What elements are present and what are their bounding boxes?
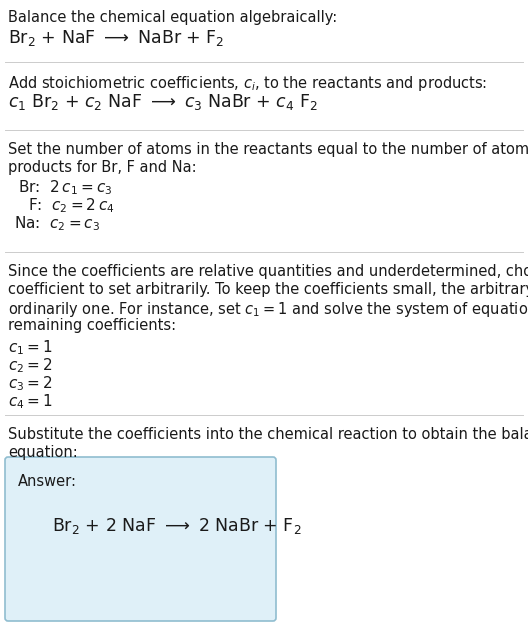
Text: products for Br, F and Na:: products for Br, F and Na: bbox=[8, 160, 196, 175]
Text: Since the coefficients are relative quantities and underdetermined, choose a: Since the coefficients are relative quan… bbox=[8, 264, 528, 279]
Text: ordinarily one. For instance, set $c_1 = 1$ and solve the system of equations fo: ordinarily one. For instance, set $c_1 =… bbox=[8, 300, 528, 319]
Text: $c_1 = 1$: $c_1 = 1$ bbox=[8, 338, 53, 356]
Text: Substitute the coefficients into the chemical reaction to obtain the balanced: Substitute the coefficients into the che… bbox=[8, 427, 528, 442]
Text: Br$_2$ + 2 NaF $\longrightarrow$ 2 NaBr + F$_2$: Br$_2$ + 2 NaF $\longrightarrow$ 2 NaBr … bbox=[52, 516, 301, 536]
Text: coefficient to set arbitrarily. To keep the coefficients small, the arbitrary va: coefficient to set arbitrarily. To keep … bbox=[8, 282, 528, 297]
Text: $c_4 = 1$: $c_4 = 1$ bbox=[8, 392, 53, 411]
Text: Set the number of atoms in the reactants equal to the number of atoms in the: Set the number of atoms in the reactants… bbox=[8, 142, 528, 157]
Text: $c_1$ Br$_2$ + $c_2$ NaF $\longrightarrow$ $c_3$ NaBr + $c_4$ F$_2$: $c_1$ Br$_2$ + $c_2$ NaF $\longrightarro… bbox=[8, 92, 318, 112]
Text: Br$_2$ + NaF $\longrightarrow$ NaBr + F$_2$: Br$_2$ + NaF $\longrightarrow$ NaBr + F$… bbox=[8, 28, 224, 48]
Text: Na:  $c_2 = c_3$: Na: $c_2 = c_3$ bbox=[14, 214, 100, 233]
Text: F:  $c_2 = 2\,c_4$: F: $c_2 = 2\,c_4$ bbox=[28, 196, 115, 215]
Text: equation:: equation: bbox=[8, 445, 78, 460]
FancyBboxPatch shape bbox=[5, 457, 276, 621]
Text: Add stoichiometric coefficients, $c_i$, to the reactants and products:: Add stoichiometric coefficients, $c_i$, … bbox=[8, 74, 487, 93]
Text: remaining coefficients:: remaining coefficients: bbox=[8, 318, 176, 333]
Text: Br:  $2\,c_1 = c_3$: Br: $2\,c_1 = c_3$ bbox=[18, 178, 112, 197]
Text: $c_2 = 2$: $c_2 = 2$ bbox=[8, 356, 52, 375]
Text: Balance the chemical equation algebraically:: Balance the chemical equation algebraica… bbox=[8, 10, 337, 25]
Text: Answer:: Answer: bbox=[18, 474, 77, 489]
Text: $c_3 = 2$: $c_3 = 2$ bbox=[8, 374, 52, 392]
